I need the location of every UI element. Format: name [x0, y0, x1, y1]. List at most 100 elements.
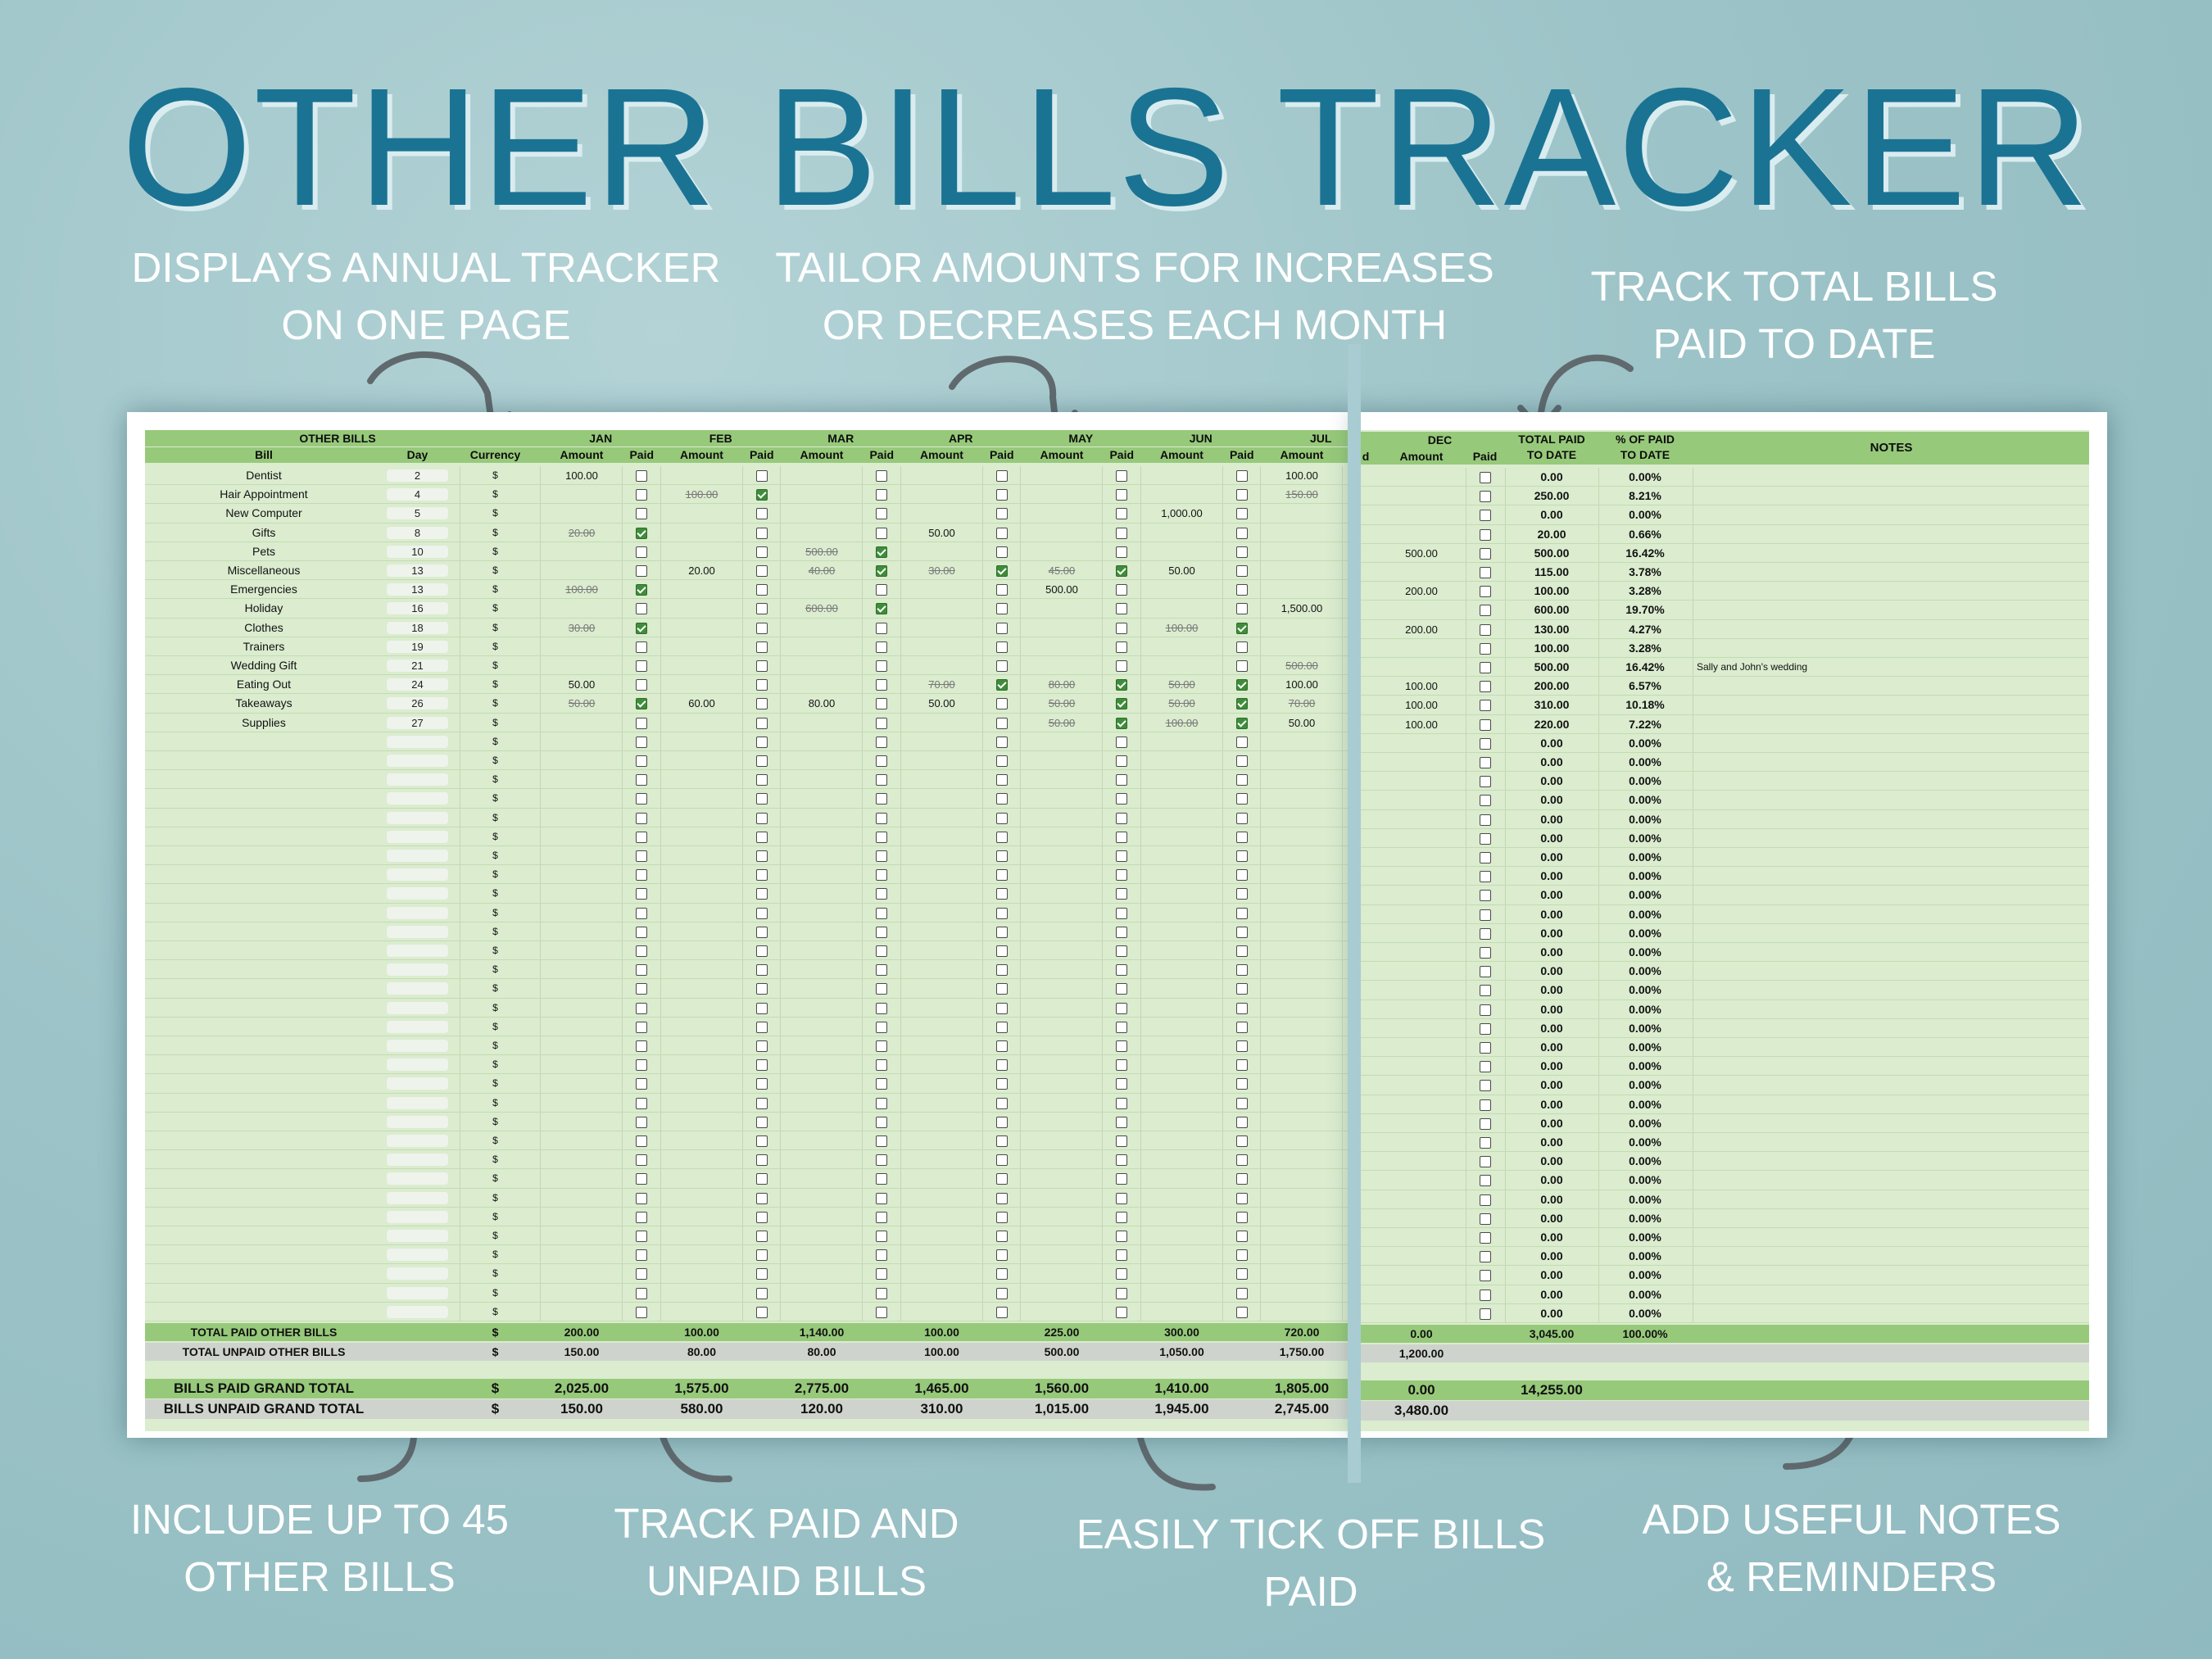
paid-checkbox[interactable] [876, 1211, 887, 1223]
paid-checkbox[interactable] [755, 907, 768, 919]
paid-checkbox[interactable] [1116, 1211, 1127, 1223]
paid-checkbox[interactable] [755, 1135, 768, 1147]
paid-checkbox[interactable] [755, 926, 768, 938]
bill-name[interactable] [145, 865, 383, 884]
note-cell[interactable] [1697, 505, 2089, 524]
amount-cell[interactable]: 100.00 [565, 469, 598, 482]
paid-checkbox[interactable] [1116, 1021, 1127, 1033]
paid-checkbox[interactable] [995, 565, 1008, 577]
paid-checkbox[interactable] [995, 1059, 1008, 1072]
amount-cell[interactable] [1376, 468, 1466, 487]
paid-checkbox[interactable] [876, 1306, 887, 1318]
bill-name[interactable] [145, 1284, 383, 1303]
amount-cell[interactable] [541, 714, 623, 732]
paid-checkbox[interactable] [636, 679, 647, 691]
paid-checkbox[interactable] [755, 1287, 768, 1299]
amount-cell[interactable] [1376, 658, 1466, 677]
paid-checkbox[interactable] [1116, 584, 1127, 596]
paid-checkbox[interactable] [995, 1211, 1008, 1223]
paid-checkbox[interactable] [995, 1306, 1008, 1318]
paid-checkbox[interactable] [755, 831, 768, 843]
paid-checkbox[interactable] [876, 831, 887, 843]
amount-cell[interactable] [1376, 639, 1466, 658]
amount-cell[interactable] [661, 714, 743, 732]
paid-checkbox[interactable] [876, 1002, 887, 1014]
amount-cell[interactable] [1376, 505, 1466, 524]
paid-checkbox[interactable] [636, 945, 647, 957]
paid-checkbox[interactable] [995, 1135, 1008, 1147]
bill-day[interactable] [387, 963, 448, 977]
paid-checkbox[interactable] [1235, 907, 1248, 919]
paid-checkbox[interactable] [1116, 565, 1127, 577]
paid-checkbox[interactable] [636, 641, 647, 653]
paid-checkbox[interactable] [876, 1268, 887, 1281]
paid-checkbox[interactable] [1116, 1116, 1127, 1128]
bill-day[interactable] [387, 945, 448, 957]
paid-checkbox[interactable] [755, 679, 768, 691]
amount-cell[interactable]: 60.00 [688, 697, 715, 710]
paid-checkbox[interactable] [876, 907, 887, 919]
paid-checkbox[interactable] [1116, 527, 1127, 539]
paid-checkbox[interactable] [876, 1154, 887, 1167]
paid-checkbox[interactable] [1480, 1022, 1491, 1035]
paid-checkbox[interactable] [755, 983, 768, 995]
amount-cell[interactable] [1141, 599, 1223, 618]
bill-day[interactable] [387, 773, 448, 786]
paid-checkbox[interactable] [995, 1078, 1008, 1090]
amount-cell[interactable]: 80.00 [808, 697, 836, 710]
paid-checkbox[interactable] [1235, 1173, 1248, 1185]
paid-checkbox[interactable] [1235, 1211, 1248, 1223]
bill-day[interactable] [387, 868, 448, 882]
paid-checkbox[interactable] [755, 1154, 768, 1167]
paid-checkbox[interactable] [1116, 945, 1127, 957]
paid-checkbox[interactable] [1116, 755, 1127, 767]
paid-checkbox[interactable] [876, 1173, 887, 1185]
bill-day[interactable]: 2 [387, 469, 448, 482]
bill-day[interactable]: 16 [387, 602, 448, 615]
paid-checkbox[interactable] [1116, 983, 1127, 995]
bill-day[interactable] [387, 1096, 448, 1109]
paid-checkbox[interactable] [995, 603, 1008, 615]
bill-day[interactable] [387, 887, 448, 900]
paid-checkbox[interactable] [995, 546, 1008, 558]
paid-checkbox[interactable] [1480, 985, 1491, 997]
paid-checkbox[interactable] [876, 1040, 887, 1052]
paid-checkbox[interactable] [995, 1097, 1008, 1109]
amount-cell[interactable] [1141, 542, 1223, 561]
amount-cell[interactable] [1261, 619, 1343, 637]
note-cell[interactable] [1697, 715, 2089, 734]
paid-checkbox[interactable] [636, 983, 647, 995]
amount-cell[interactable] [1261, 524, 1343, 542]
amount-cell[interactable] [781, 504, 863, 523]
paid-checkbox[interactable] [1116, 717, 1127, 729]
amount-cell[interactable]: 500.00 [805, 545, 838, 558]
paid-checkbox[interactable] [755, 774, 768, 786]
paid-checkbox[interactable] [755, 546, 768, 558]
amount-cell[interactable] [541, 504, 623, 523]
paid-checkbox[interactable] [876, 964, 887, 977]
amount-cell[interactable] [1141, 466, 1223, 485]
paid-checkbox[interactable] [995, 793, 1008, 805]
bill-name[interactable] [145, 1131, 383, 1150]
paid-checkbox[interactable] [755, 584, 768, 596]
paid-checkbox[interactable] [876, 1059, 887, 1072]
bill-name[interactable] [145, 846, 383, 865]
bill-name[interactable] [145, 809, 383, 827]
paid-checkbox[interactable] [1480, 700, 1491, 712]
paid-checkbox[interactable] [1480, 1308, 1491, 1320]
bill-name[interactable]: New Computer [225, 506, 302, 520]
amount-cell[interactable] [781, 656, 863, 675]
paid-checkbox[interactable] [1235, 489, 1248, 501]
bill-day[interactable] [387, 1040, 448, 1052]
paid-checkbox[interactable] [1235, 1116, 1248, 1128]
amount-cell[interactable] [901, 466, 983, 485]
paid-checkbox[interactable] [636, 755, 647, 767]
paid-checkbox[interactable] [995, 1002, 1008, 1014]
amount-cell[interactable] [1376, 563, 1466, 582]
paid-checkbox[interactable] [995, 679, 1008, 691]
paid-checkbox[interactable] [636, 489, 647, 501]
amount-cell[interactable] [1141, 580, 1223, 599]
amount-cell[interactable] [901, 580, 983, 599]
paid-checkbox[interactable] [636, 527, 647, 539]
paid-checkbox[interactable] [1235, 774, 1248, 786]
